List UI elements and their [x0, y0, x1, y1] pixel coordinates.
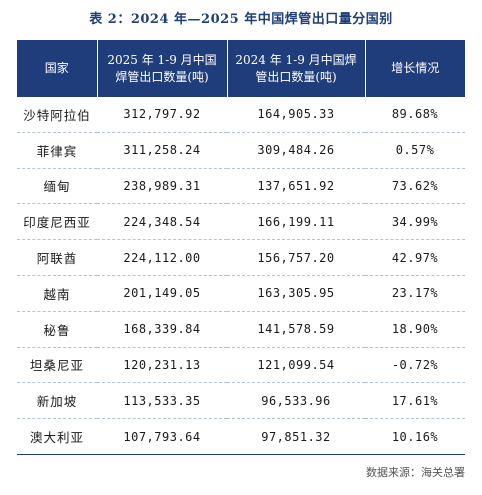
- export-2025-cell: 311,258.24: [97, 132, 227, 169]
- growth-cell: -0.72%: [365, 347, 465, 384]
- export-2024-cell: 137,651.92: [227, 168, 365, 205]
- growth-cell: 23.17%: [365, 275, 465, 312]
- export-table: 国家 2025 年 1-9 月中国焊管出口数量(吨) 2024 年 1-9 月中…: [17, 40, 465, 455]
- export-2025-cell: 201,149.05: [97, 275, 227, 312]
- header-2024: 2024 年 1-9 月中国焊管出口数量(吨): [226, 40, 365, 97]
- country-cell: 越南: [17, 275, 97, 312]
- export-2024-cell: 156,757.20: [227, 239, 365, 276]
- table-row: 缅甸 238,989.31 137,651.92 73.62%: [17, 168, 465, 205]
- export-2024-cell: 96,533.96: [227, 382, 365, 420]
- country-cell: 沙特阿拉伯: [17, 97, 97, 133]
- header-growth: 增长情况: [364, 40, 465, 97]
- country-cell: 缅甸: [17, 168, 97, 205]
- export-2025-cell: 224,348.54: [97, 203, 227, 241]
- export-2025-cell: 168,339.84: [97, 311, 227, 348]
- table-row: 越南 201,149.05 163,305.95 23.17%: [17, 275, 465, 312]
- table-row: 澳大利亚 107,793.64 97,851.32 10.16%: [17, 418, 465, 455]
- country-cell: 印度尼西亚: [17, 203, 97, 241]
- export-2024-cell: 309,484.26: [227, 132, 365, 169]
- table-row: 沙特阿拉伯 312,797.92 164,905.33 89.68%: [17, 97, 465, 133]
- table-row: 秘鲁 168,339.84 141,578.59 18.90%: [17, 311, 465, 348]
- export-2025-cell: 120,231.13: [97, 347, 227, 384]
- table-row: 菲律宾 311,258.24 309,484.26 0.57%: [17, 132, 465, 169]
- country-cell: 澳大利亚: [17, 418, 97, 455]
- export-2025-cell: 238,989.31: [97, 168, 227, 205]
- export-2025-cell: 224,112.00: [97, 239, 227, 276]
- table-row: 阿联酋 224,112.00 156,757.20 42.97%: [17, 239, 465, 276]
- country-cell: 坦桑尼亚: [17, 347, 97, 384]
- export-2024-cell: 121,099.54: [227, 347, 365, 384]
- export-2025-cell: 113,533.35: [97, 382, 227, 420]
- data-source-note: 数据来源：海关总署: [366, 466, 465, 479]
- header-country: 国家: [17, 40, 97, 97]
- export-2024-cell: 141,578.59: [227, 311, 365, 348]
- table-title: 表 2：2024 年—2025 年中国焊管出口量分国别: [89, 12, 393, 27]
- growth-cell: 89.68%: [365, 97, 465, 133]
- growth-cell: 18.90%: [365, 311, 465, 348]
- growth-cell: 42.97%: [365, 239, 465, 276]
- country-cell: 新加坡: [17, 382, 97, 420]
- growth-cell: 73.62%: [365, 168, 465, 205]
- growth-cell: 10.16%: [365, 418, 465, 455]
- growth-cell: 17.61%: [365, 382, 465, 420]
- growth-cell: 0.57%: [365, 132, 465, 169]
- export-2024-cell: 164,905.33: [227, 97, 365, 133]
- table-header-row: 国家 2025 年 1-9 月中国焊管出口数量(吨) 2024 年 1-9 月中…: [17, 40, 465, 97]
- header-2025: 2025 年 1-9 月中国焊管出口数量(吨): [96, 40, 227, 97]
- growth-cell: 34.99%: [365, 203, 465, 241]
- export-2025-cell: 312,797.92: [97, 97, 227, 133]
- table-row: 坦桑尼亚 120,231.13 121,099.54 -0.72%: [17, 347, 465, 384]
- country-cell: 秘鲁: [17, 311, 97, 348]
- country-cell: 阿联酋: [17, 239, 97, 276]
- export-2024-cell: 163,305.95: [227, 275, 365, 312]
- export-2025-cell: 107,793.64: [97, 418, 227, 455]
- table-row: 新加坡 113,533.35 96,533.96 17.61%: [17, 382, 465, 420]
- export-2024-cell: 166,199.11: [227, 203, 365, 241]
- country-cell: 菲律宾: [17, 132, 97, 169]
- export-2024-cell: 97,851.32: [227, 418, 365, 455]
- table-row: 印度尼西亚 224,348.54 166,199.11 34.99%: [17, 203, 465, 241]
